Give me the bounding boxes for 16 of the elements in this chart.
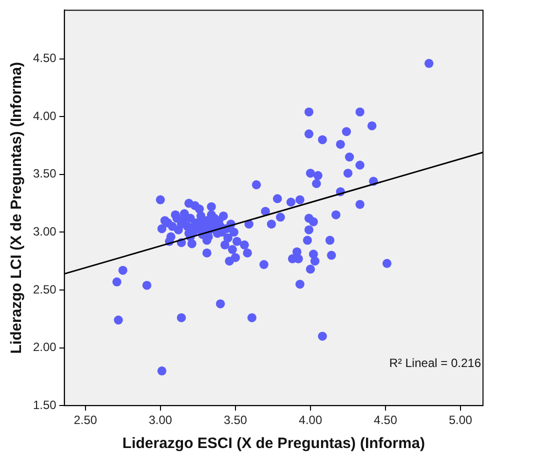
- y-axis-title: Liderazgo LCI (X de Preguntas) (Informa): [8, 62, 26, 354]
- x-tick-label: 5.00: [448, 413, 472, 428]
- x-tick-label: 4.00: [298, 413, 322, 428]
- x-tick-label: 2.50: [74, 413, 98, 428]
- x-tick-label: 3.00: [148, 413, 172, 428]
- y-tick-label: 4.50: [32, 51, 57, 66]
- y-tick-label: 4.00: [32, 108, 57, 123]
- x-axis-title: Liderazgo ESCI (X de Preguntas) (Informa): [122, 435, 425, 452]
- y-tick-label: 2.00: [32, 340, 57, 354]
- y-tick-label: 3.00: [32, 224, 57, 238]
- annotation: R² Lineal = 0.216: [389, 356, 482, 370]
- y-tick-label: 3.50: [32, 166, 57, 181]
- y-tick-label: 1.50: [32, 398, 57, 412]
- y-tick-label: 2.50: [32, 282, 57, 296]
- x-tick-label: 3.50: [224, 413, 248, 428]
- x-tick-label: 4.50: [374, 413, 398, 428]
